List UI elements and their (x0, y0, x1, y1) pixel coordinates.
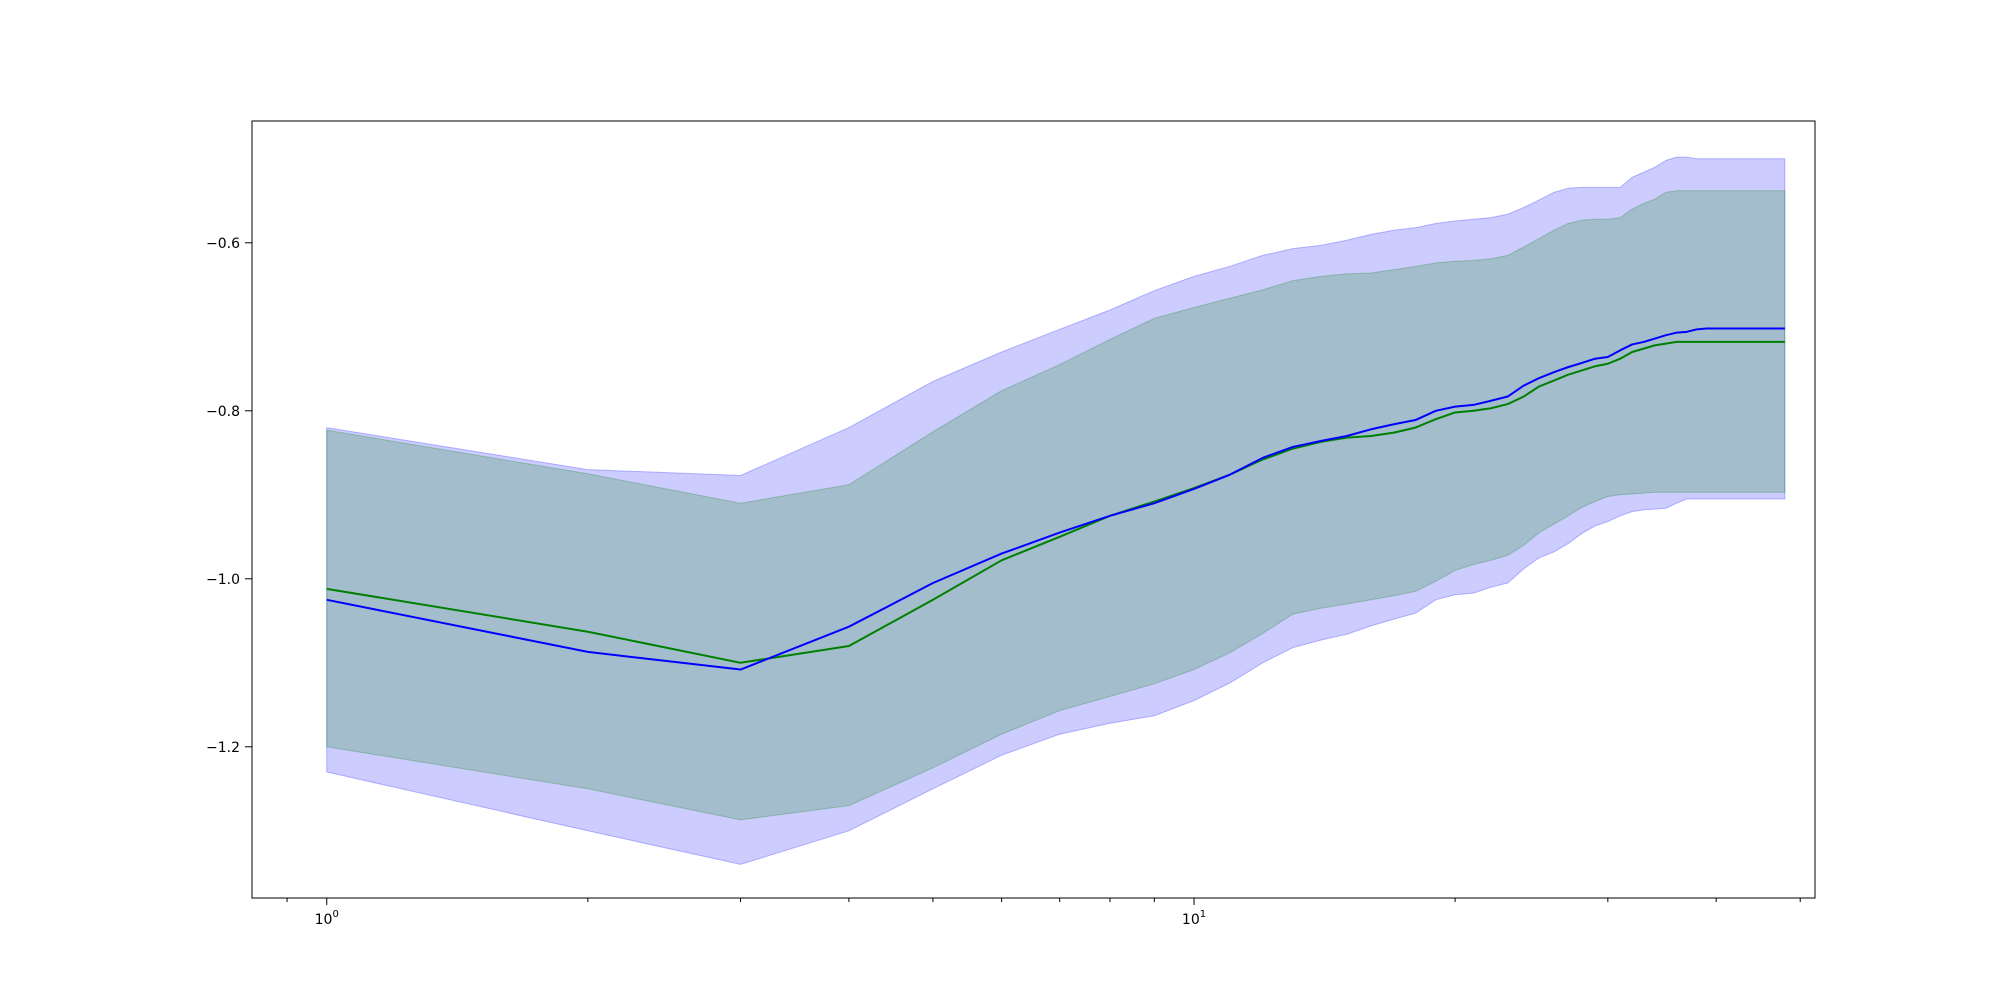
x-tick-label: 101 (1182, 909, 1206, 928)
confidence-bands (326, 156, 1786, 865)
x-tick-label: 100 (315, 909, 339, 928)
y-axis: −0.6 −0.8 −1.0 −1.2 (206, 236, 252, 756)
y-tick-label: −1.2 (206, 740, 240, 756)
plot-area-frame (251, 120, 1816, 899)
outer-band (326, 156, 1786, 865)
inner-band (326, 190, 1786, 821)
blue-series-line (326, 327, 1785, 671)
series-lines (326, 327, 1785, 671)
y-tick-label: −0.8 (206, 404, 240, 420)
x-axis: 100 101 (286, 898, 1801, 928)
green-series-line (326, 340, 1785, 664)
y-tick-label: −1.0 (206, 572, 240, 588)
y-tick-label: −0.6 (206, 236, 240, 252)
